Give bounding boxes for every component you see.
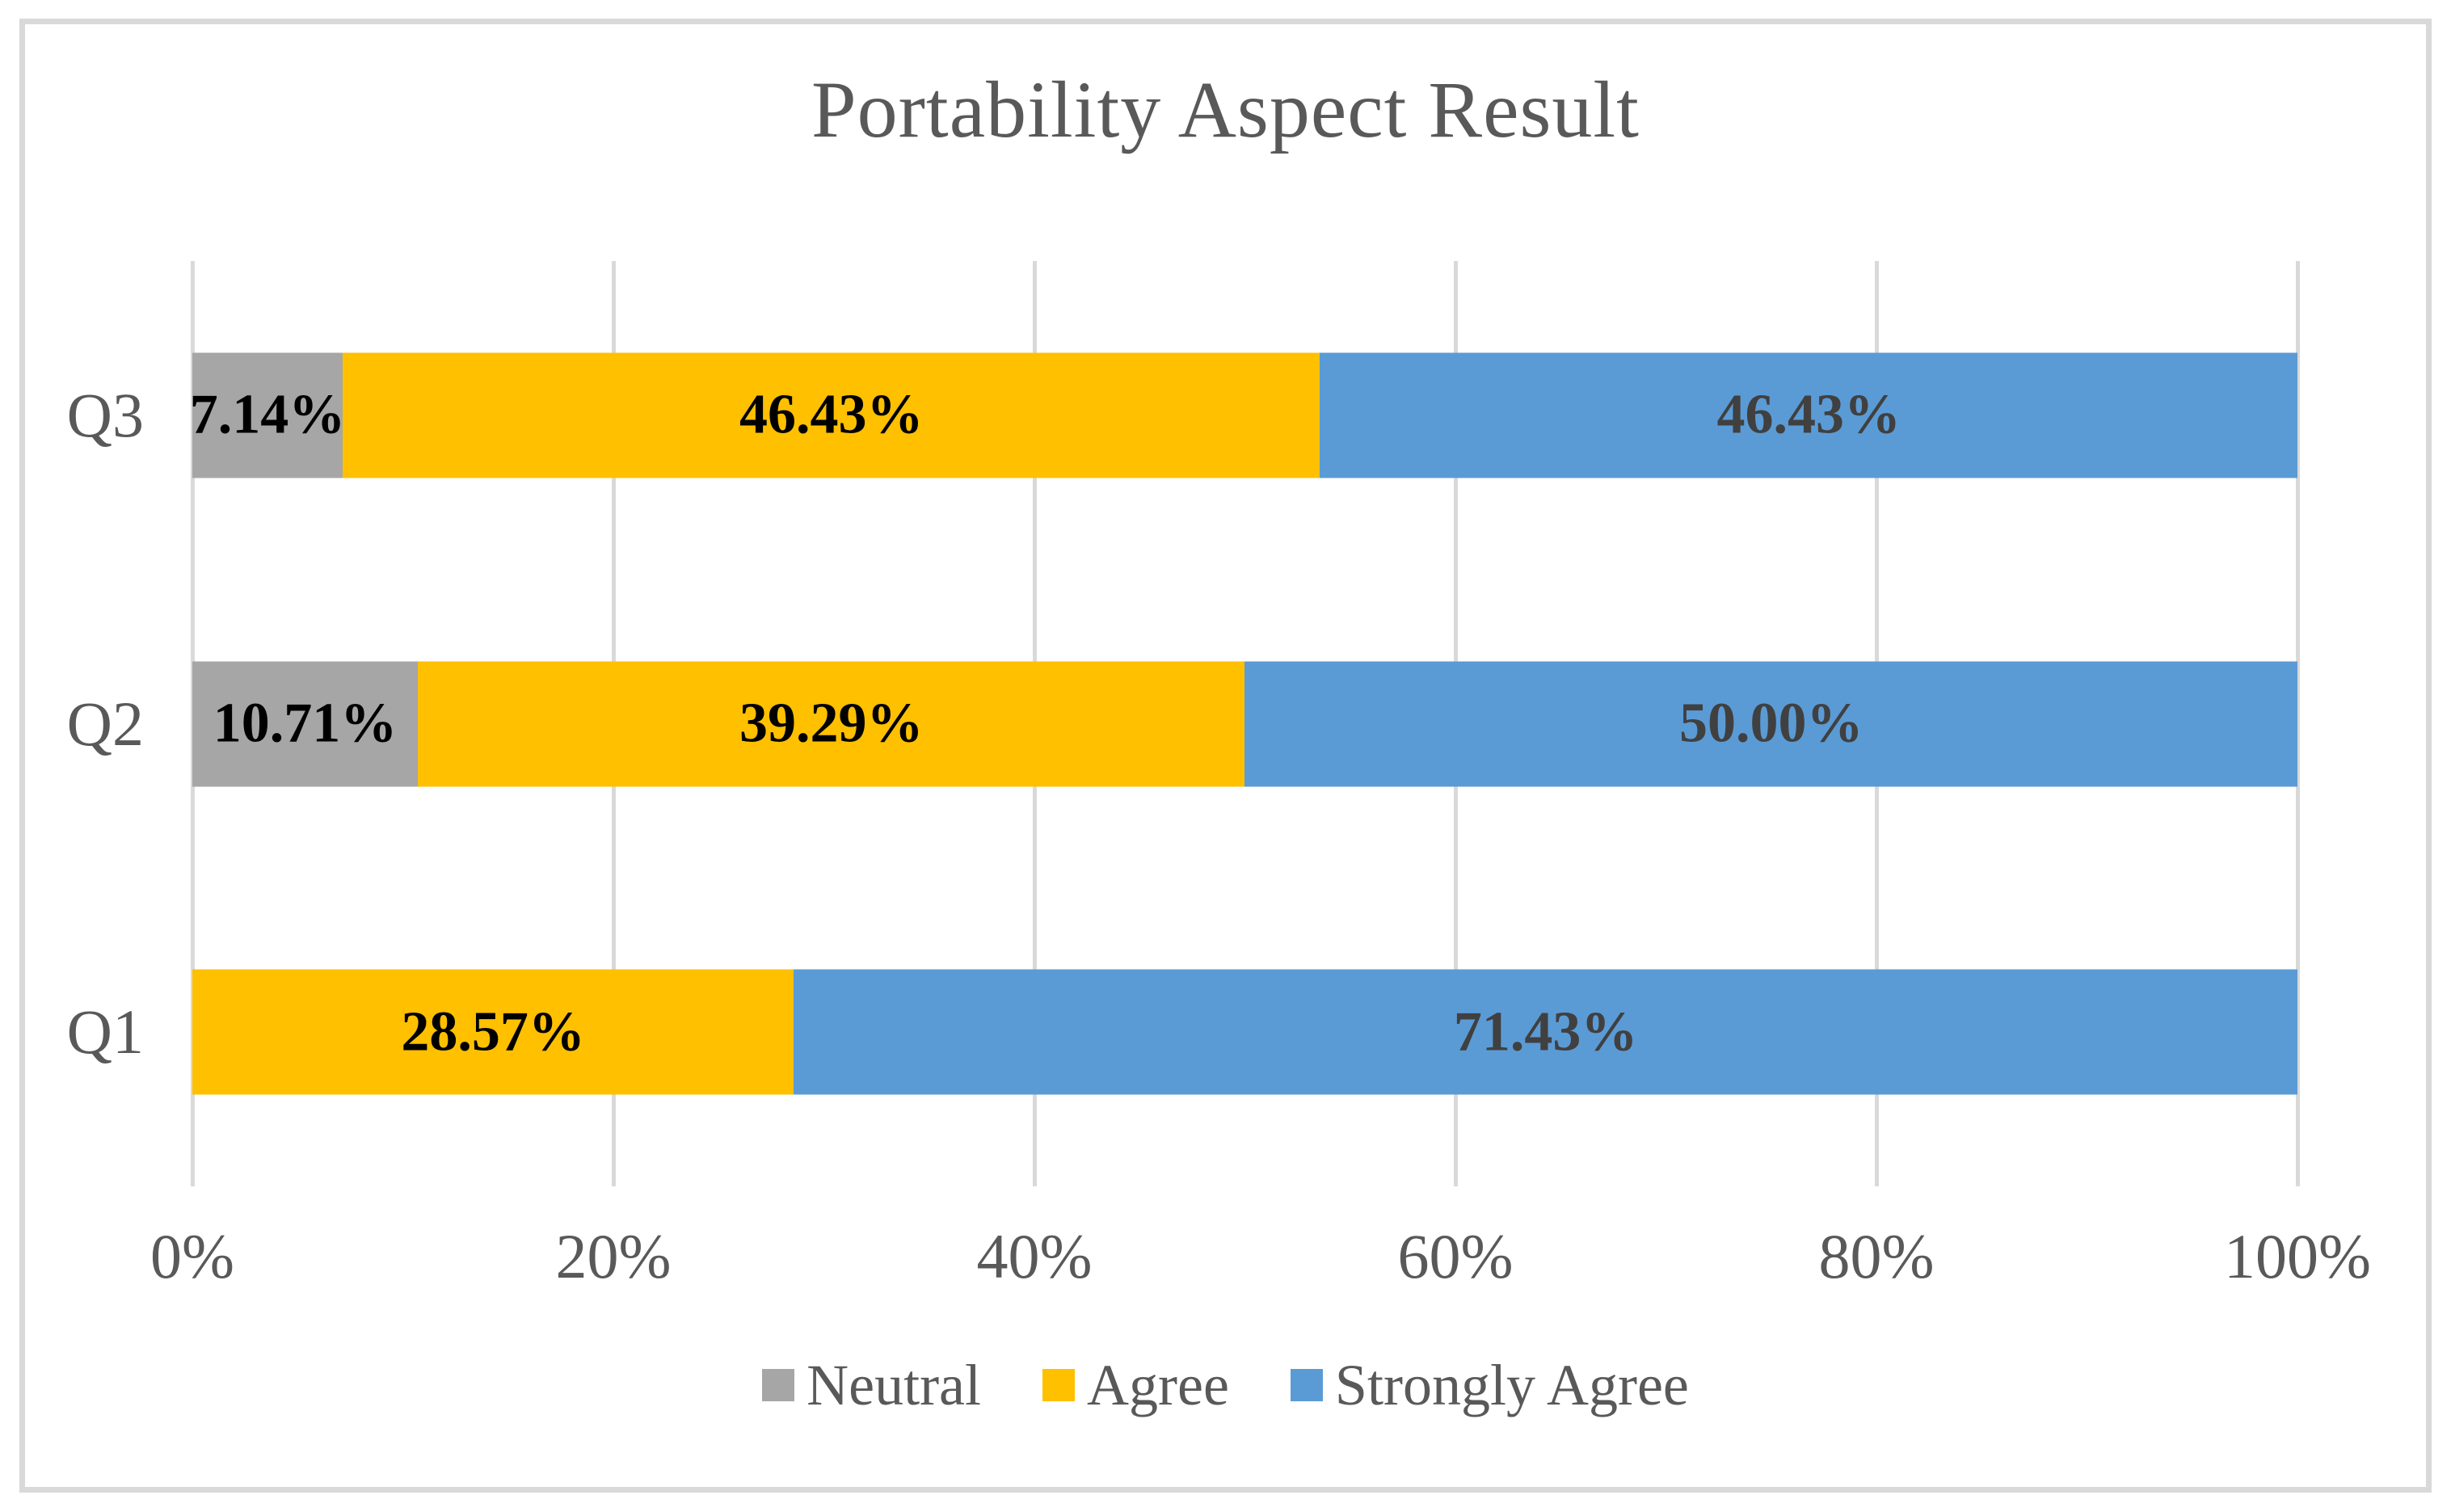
legend-label: Strongly Agree xyxy=(1334,1353,1689,1417)
bar-segment-value-label: 46.43% xyxy=(739,383,924,446)
legend-label: Neutral xyxy=(806,1353,982,1417)
legend-label: Agree xyxy=(1087,1353,1229,1417)
category-label-q2: Q2 xyxy=(66,688,144,759)
x-tick-label-20%: 20% xyxy=(555,1221,672,1291)
x-tick-label-60%: 60% xyxy=(1397,1221,1514,1291)
bar-segment-strongly-agree: 46.43% xyxy=(1320,352,2297,478)
legend-item-neutral: Neutral xyxy=(762,1356,981,1414)
bar-segment-neutral: 7.14% xyxy=(189,352,346,478)
x-tick-label-80%: 80% xyxy=(1818,1221,1935,1291)
stacked-bar-q3: 7.14% 46.43% 46.43% xyxy=(189,352,2297,478)
bar-row-q3: Q3 7.14% 46.43% 46.43% xyxy=(67,261,2297,570)
bar-segment-strongly-agree: 50.00% xyxy=(1244,661,2297,786)
x-axis: 0% 20% 40% 60% 80% 100% xyxy=(150,1220,2371,1293)
bar-segment-strongly-agree: 71.43% xyxy=(794,969,2297,1095)
chart-title: Portability Aspect Result xyxy=(811,65,1640,154)
bar-segment-agree: 28.57% xyxy=(192,969,794,1095)
bar-segment-value-label: 10.71% xyxy=(213,692,398,755)
legend-swatch-icon xyxy=(762,1369,795,1401)
bar-segment-value-label: 71.43% xyxy=(1453,1000,1638,1063)
bar-segment-value-label: 28.57% xyxy=(401,1000,585,1063)
bar-segment-value-label: 50.00% xyxy=(1678,692,1864,755)
plot-area: Q3 7.14% 46.43% 46.43% Q2 10.71% 39.29% 50.00% Q… xyxy=(67,261,2300,1186)
gridline-100% xyxy=(2295,261,2300,1186)
bar-segment-value-label: 46.43% xyxy=(1716,383,1901,446)
x-tick-label-0%: 0% xyxy=(150,1221,234,1291)
bar-segment-value-label: 7.14% xyxy=(189,383,346,446)
legend-item-strongly-agree: Strongly Agree xyxy=(1290,1353,1689,1417)
bar-segment-value-label: 39.29% xyxy=(739,692,924,755)
stacked-bar-q2: 10.71% 39.29% 50.00% xyxy=(192,661,2297,786)
bar-segment-agree: 46.43% xyxy=(342,352,1320,478)
bar-row-q1: Q1 28.57% 71.43% xyxy=(67,878,2297,1186)
category-label-q1: Q1 xyxy=(66,996,144,1068)
legend-item-agree: Agree xyxy=(1042,1356,1229,1414)
legend-swatch-icon xyxy=(1290,1369,1323,1401)
bar-rows: Q3 7.14% 46.43% 46.43% Q2 10.71% 39.29% 50.00% Q… xyxy=(67,261,2297,1186)
x-tick-label-40%: 40% xyxy=(976,1221,1093,1291)
category-label-q3: Q3 xyxy=(66,379,144,450)
x-tick-label-100%: 100% xyxy=(2224,1221,2371,1291)
legend: Neutral Agree Strongly Agree xyxy=(0,1356,2451,1414)
bar-segment-agree: 39.29% xyxy=(417,661,1245,786)
legend-swatch-icon xyxy=(1042,1369,1076,1401)
bar-row-q2: Q2 10.71% 39.29% 50.00% xyxy=(67,570,2297,878)
bar-segment-neutral: 10.71% xyxy=(192,661,418,786)
stacked-bar-q1: 28.57% 71.43% xyxy=(192,969,2297,1095)
